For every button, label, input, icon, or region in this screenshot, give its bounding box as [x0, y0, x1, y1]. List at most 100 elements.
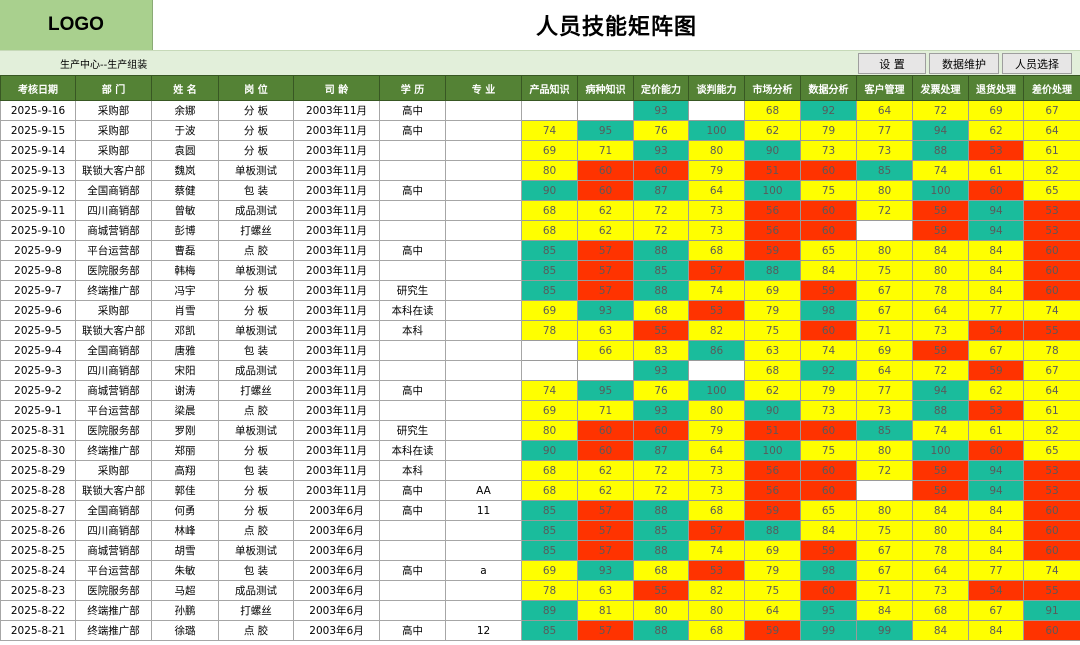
department-cell[interactable]: 联锁大客户部: [75, 320, 152, 341]
date-cell[interactable]: 2025-8-29: [0, 460, 76, 481]
score-cell[interactable]: 100: [744, 440, 801, 461]
score-cell[interactable]: 72: [856, 200, 913, 221]
date-cell[interactable]: 2025-8-25: [0, 540, 76, 561]
score-cell[interactable]: 59: [912, 480, 969, 501]
score-cell[interactable]: 53: [1023, 480, 1080, 501]
score-cell[interactable]: 75: [800, 440, 857, 461]
score-cell[interactable]: 74: [688, 540, 745, 561]
score-cell[interactable]: 93: [633, 100, 689, 121]
score-cell[interactable]: 100: [912, 180, 969, 201]
score-cell[interactable]: 84: [912, 240, 969, 261]
education-cell[interactable]: [379, 520, 446, 541]
score-cell[interactable]: 69: [521, 300, 578, 321]
tenure-cell[interactable]: 2003年11月: [293, 300, 380, 321]
education-cell[interactable]: 高中: [379, 620, 446, 641]
department-cell[interactable]: 终端推广部: [75, 620, 152, 641]
date-cell[interactable]: 2025-8-23: [0, 580, 76, 601]
tenure-cell[interactable]: 2003年11月: [293, 100, 380, 121]
tenure-cell[interactable]: 2003年11月: [293, 380, 380, 401]
score-cell[interactable]: 72: [633, 460, 689, 481]
major-cell[interactable]: [445, 420, 522, 441]
tenure-cell[interactable]: 2003年6月: [293, 620, 380, 641]
score-cell[interactable]: 80: [912, 520, 969, 541]
score-cell[interactable]: 90: [744, 400, 801, 421]
education-cell[interactable]: [379, 220, 446, 241]
score-cell[interactable]: 67: [856, 300, 913, 321]
table-row[interactable]: 2025-9-13 联锁大客户部 魏岚 单板测试 2003年11月 80 60 60 79 51 6…: [0, 160, 1080, 181]
score-cell[interactable]: 69: [744, 280, 801, 301]
name-cell[interactable]: 高翔: [151, 460, 219, 481]
score-cell[interactable]: 85: [521, 620, 578, 641]
table-row[interactable]: 2025-9-2 商城营销部 谢涛 打螺丝 2003年11月 高中 74 95 76 100 62 7…: [0, 380, 1080, 401]
table-row[interactable]: 2025-8-31 医院服务部 罗刚 单板测试 2003年11月 研究生 80 60 60 79 5…: [0, 420, 1080, 441]
name-cell[interactable]: 朱敏: [151, 560, 219, 581]
score-cell[interactable]: 67: [968, 340, 1024, 361]
score-cell[interactable]: 54: [968, 580, 1024, 601]
post-cell[interactable]: 包 装: [218, 560, 294, 581]
score-cell[interactable]: 79: [800, 120, 857, 141]
score-cell[interactable]: 59: [912, 340, 969, 361]
data-maintenance-button[interactable]: 数据维护: [929, 53, 999, 74]
table-row[interactable]: 2025-8-26 四川商销部 林峰点 胶 2003年6月 85 57 85 57 88 84 75…: [0, 520, 1080, 541]
date-cell[interactable]: 2025-8-24: [0, 560, 76, 581]
score-cell[interactable]: 79: [688, 420, 745, 441]
score-cell[interactable]: 100: [912, 440, 969, 461]
score-cell[interactable]: 60: [800, 200, 857, 221]
score-cell[interactable]: [577, 100, 634, 121]
score-cell[interactable]: 60: [800, 580, 857, 601]
department-cell[interactable]: 四川商销部: [75, 200, 152, 221]
name-cell[interactable]: 郑丽: [151, 440, 219, 461]
department-cell[interactable]: 终端推广部: [75, 440, 152, 461]
name-cell[interactable]: 胡雪: [151, 540, 219, 561]
score-cell[interactable]: 78: [521, 580, 578, 601]
score-cell[interactable]: 62: [744, 120, 801, 141]
major-cell[interactable]: [445, 440, 522, 461]
score-cell[interactable]: 57: [577, 540, 634, 561]
score-cell[interactable]: 63: [744, 340, 801, 361]
score-cell[interactable]: 85: [633, 260, 689, 281]
score-cell[interactable]: [521, 100, 578, 121]
tenure-cell[interactable]: 2003年11月: [293, 340, 380, 361]
score-cell[interactable]: 80: [912, 260, 969, 281]
score-cell[interactable]: 72: [633, 220, 689, 241]
major-cell[interactable]: [445, 380, 522, 401]
score-cell[interactable]: 62: [577, 220, 634, 241]
score-cell[interactable]: 84: [968, 620, 1024, 641]
major-cell[interactable]: [445, 260, 522, 281]
score-cell[interactable]: 88: [633, 620, 689, 641]
date-cell[interactable]: 2025-9-6: [0, 300, 76, 321]
education-cell[interactable]: [379, 200, 446, 221]
score-cell[interactable]: 71: [577, 140, 634, 161]
post-cell[interactable]: 单板测试: [218, 260, 294, 281]
major-cell[interactable]: [445, 300, 522, 321]
score-cell[interactable]: 56: [744, 460, 801, 481]
score-cell[interactable]: 68: [521, 220, 578, 241]
table-row[interactable]: 2025-9-3 四川商销部 宋阳 成品测试 2003年11月 93 68 92 64 72 59 6…: [0, 360, 1080, 381]
department-cell[interactable]: 全国商销部: [75, 340, 152, 361]
major-cell[interactable]: [445, 600, 522, 621]
score-cell[interactable]: 60: [1023, 500, 1080, 521]
score-cell[interactable]: 98: [800, 560, 857, 581]
score-cell[interactable]: 78: [912, 540, 969, 561]
score-cell[interactable]: 73: [800, 400, 857, 421]
tenure-cell[interactable]: 2003年11月: [293, 440, 380, 461]
score-cell[interactable]: 84: [968, 260, 1024, 281]
table-row[interactable]: 2025-8-30 终端推广部 郑丽分 板 2003年11月 本科在读 90 60 87 64 1…: [0, 440, 1080, 461]
post-cell[interactable]: 单板测试: [218, 160, 294, 181]
department-cell[interactable]: 商城营销部: [75, 540, 152, 561]
tenure-cell[interactable]: 2003年11月: [293, 160, 380, 181]
score-cell[interactable]: 61: [1023, 140, 1080, 161]
score-cell[interactable]: 64: [688, 440, 745, 461]
name-cell[interactable]: 蔡健: [151, 180, 219, 201]
score-cell[interactable]: 84: [800, 260, 857, 281]
score-cell[interactable]: 53: [1023, 460, 1080, 481]
score-cell[interactable]: 59: [744, 240, 801, 261]
score-cell[interactable]: 85: [521, 520, 578, 541]
score-cell[interactable]: 68: [744, 360, 801, 381]
score-cell[interactable]: 67: [1023, 360, 1080, 381]
major-cell[interactable]: [445, 140, 522, 161]
score-cell[interactable]: 77: [856, 120, 913, 141]
score-cell[interactable]: 59: [800, 280, 857, 301]
score-cell[interactable]: 85: [856, 420, 913, 441]
education-cell[interactable]: [379, 360, 446, 381]
